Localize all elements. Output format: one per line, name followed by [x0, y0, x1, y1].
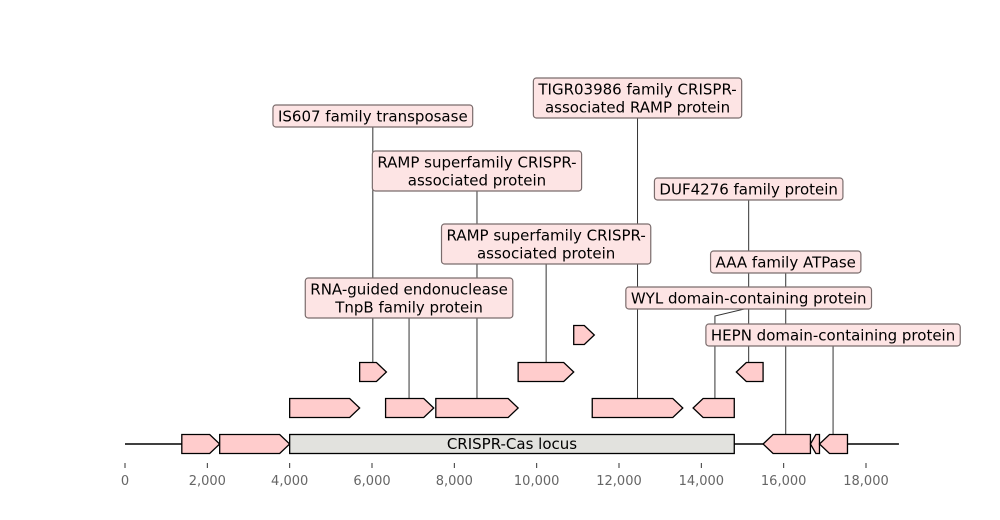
gene-arrow [809, 433, 821, 455]
annotation-label-text: RNA-guided endonuclease [310, 281, 508, 299]
annotation-label: WYL domain-containing protein [625, 286, 873, 310]
annotation-label-text: RAMP superfamily CRISPR- [447, 227, 646, 245]
annotation-label: IS607 family transposase [272, 104, 474, 128]
gene-arrow [517, 361, 575, 383]
gene-arrow [591, 397, 684, 419]
locus-label: CRISPR-Cas locus [447, 435, 577, 453]
annotation-label-text: TnpB family protein [334, 299, 483, 317]
annotation-label: HEPN domain-containing protein [705, 323, 961, 347]
annotation-label-text: AAA family ATPase [716, 254, 856, 272]
gene-arrow [692, 397, 735, 419]
axis-tick-label: 16,000 [761, 474, 807, 489]
axis-tick-label: 12,000 [596, 474, 642, 489]
crispr-locus: CRISPR-Cas locus [289, 433, 735, 455]
annotation-label: AAA family ATPase [709, 250, 862, 274]
locus-box [289, 433, 735, 455]
axis-tick-label: 6,000 [353, 474, 390, 489]
annotation-label-box [272, 104, 474, 128]
annotation-label-text: IS607 family transposase [278, 108, 468, 126]
axis-tick-label: 4,000 [271, 474, 308, 489]
x-axis: 0 2,000 4,000 6,000 8,000 10,000 12,000 14,000 1… [121, 463, 889, 489]
axis-tick-label: 14,000 [679, 474, 725, 489]
annotation-label-text: WYL domain-containing protein [631, 290, 867, 308]
gene-arrow [358, 361, 388, 383]
gene-arrow [384, 397, 435, 419]
gene-arrow [181, 433, 221, 455]
annotation-leader-line [714, 298, 750, 399]
axis-tick-label: 8,000 [436, 474, 473, 489]
annotation-label-box [440, 223, 652, 265]
annotation-label-text: associated protein [408, 172, 546, 190]
gene-arrow [762, 433, 812, 455]
annotation-label-box [371, 150, 583, 192]
annotation-label-box [625, 286, 873, 310]
annotation-label-text: associated protein [477, 245, 615, 263]
gene-arrow [289, 397, 361, 419]
annotation-label: TIGR03986 family CRISPR-associated RAMP … [532, 77, 743, 119]
gene-arrow [219, 433, 291, 455]
axis-tick-label: 0 [121, 474, 129, 489]
gene-arrow [573, 324, 596, 346]
annotation-labels: IS607 family transposase TIGR03986 family… [272, 77, 961, 347]
annotation-label: DUF4276 family protein [653, 177, 844, 201]
annotation-label-box [709, 250, 862, 274]
annotation-label-box [304, 277, 514, 319]
annotation-label-text: TIGR03986 family CRISPR- [537, 81, 736, 99]
axis-tick-label: 18,000 [843, 474, 889, 489]
annotation-label-box [653, 177, 844, 201]
annotation-label: RAMP superfamily CRISPR-associated prote… [371, 150, 583, 192]
annotation-label-text: associated RAMP protein [545, 99, 730, 117]
annotation-label-text: RAMP superfamily CRISPR- [377, 154, 576, 172]
gene-arrow [735, 361, 764, 383]
annotation-label-box [532, 77, 743, 119]
gene-arrow [435, 397, 520, 419]
axis-tick-label: 10,000 [514, 474, 560, 489]
gene-arrow [818, 433, 849, 455]
annotation-label-box [705, 323, 961, 347]
annotation-label: RAMP superfamily CRISPR-associated prote… [440, 223, 652, 265]
annotation-label-text: HEPN domain-containing protein [711, 327, 955, 345]
annotation-label-text: DUF4276 family protein [659, 181, 837, 199]
axis-tick-label: 2,000 [189, 474, 226, 489]
gene-features [181, 324, 849, 455]
